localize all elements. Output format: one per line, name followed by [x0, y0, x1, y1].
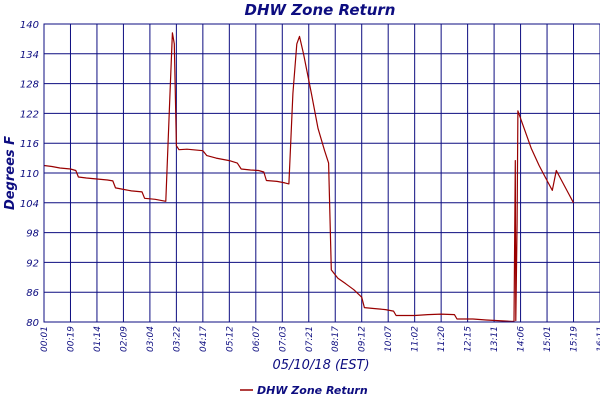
x-tick-label: 06:07 [252, 326, 262, 352]
legend-label: DHW Zone Return [257, 384, 368, 397]
x-tick-label: 10:07 [384, 326, 394, 352]
y-tick-label: 122 [20, 109, 39, 120]
legend: DHW Zone Return [240, 384, 368, 397]
x-tick-label: 05:12 [225, 326, 235, 352]
x-axis-label: 05/10/18 (EST) [272, 358, 369, 373]
x-tick-label: 00:01 [40, 326, 50, 352]
x-tick-label: 02:09 [119, 326, 129, 352]
y-tick-label: 116 [20, 139, 39, 150]
x-tick-label: 12:15 [464, 326, 474, 352]
x-tick-label: 07:21 [305, 326, 315, 352]
x-tick-label: 15:01 [543, 326, 553, 352]
y-tick-label: 86 [26, 288, 39, 299]
x-tick-label: 03:04 [146, 326, 156, 352]
x-tick-labels: 00:01 00:19 01:14 02:09 03:04 03:22 04:17 05:12… [40, 326, 600, 352]
x-tick-label: 16:11 [596, 326, 600, 352]
x-tick-label: 11:02 [411, 326, 421, 352]
x-tick-label: 14:06 [517, 326, 527, 352]
x-tick-label: 11:20 [437, 326, 447, 352]
chart-title: DHW Zone Return [245, 1, 396, 19]
x-tick-label: 08:17 [331, 326, 341, 352]
y-tick-label: 92 [26, 258, 39, 269]
plot-frame [43, 23, 600, 323]
x-tick-label: 00:19 [66, 326, 76, 352]
y-tick-label: 98 [26, 229, 39, 240]
x-tick-label: 09:12 [358, 326, 368, 352]
x-tick-label: 04:17 [199, 326, 209, 352]
y-tick-labels: 80 86 92 98 104 110 116 122 128 134 140 [20, 20, 39, 329]
y-tick-label: 140 [20, 20, 39, 31]
y-tick-label: 128 [20, 80, 39, 91]
y-tick-label: 110 [20, 169, 39, 180]
series-line-dhw-zone-return [43, 32, 575, 323]
y-tick-label: 104 [20, 199, 39, 210]
x-tick-label: 15:19 [570, 326, 580, 352]
x-tick-label: 03:22 [172, 326, 182, 352]
x-tick-label: 13:11 [490, 326, 500, 352]
y-tick-label: 80 [26, 318, 39, 329]
series-group [43, 32, 575, 323]
y-tick-label: 134 [20, 50, 39, 61]
x-tick-label: 07:03 [278, 326, 288, 352]
y-axis-label: Degrees F [3, 136, 18, 210]
x-tick-label: 01:14 [93, 326, 103, 352]
